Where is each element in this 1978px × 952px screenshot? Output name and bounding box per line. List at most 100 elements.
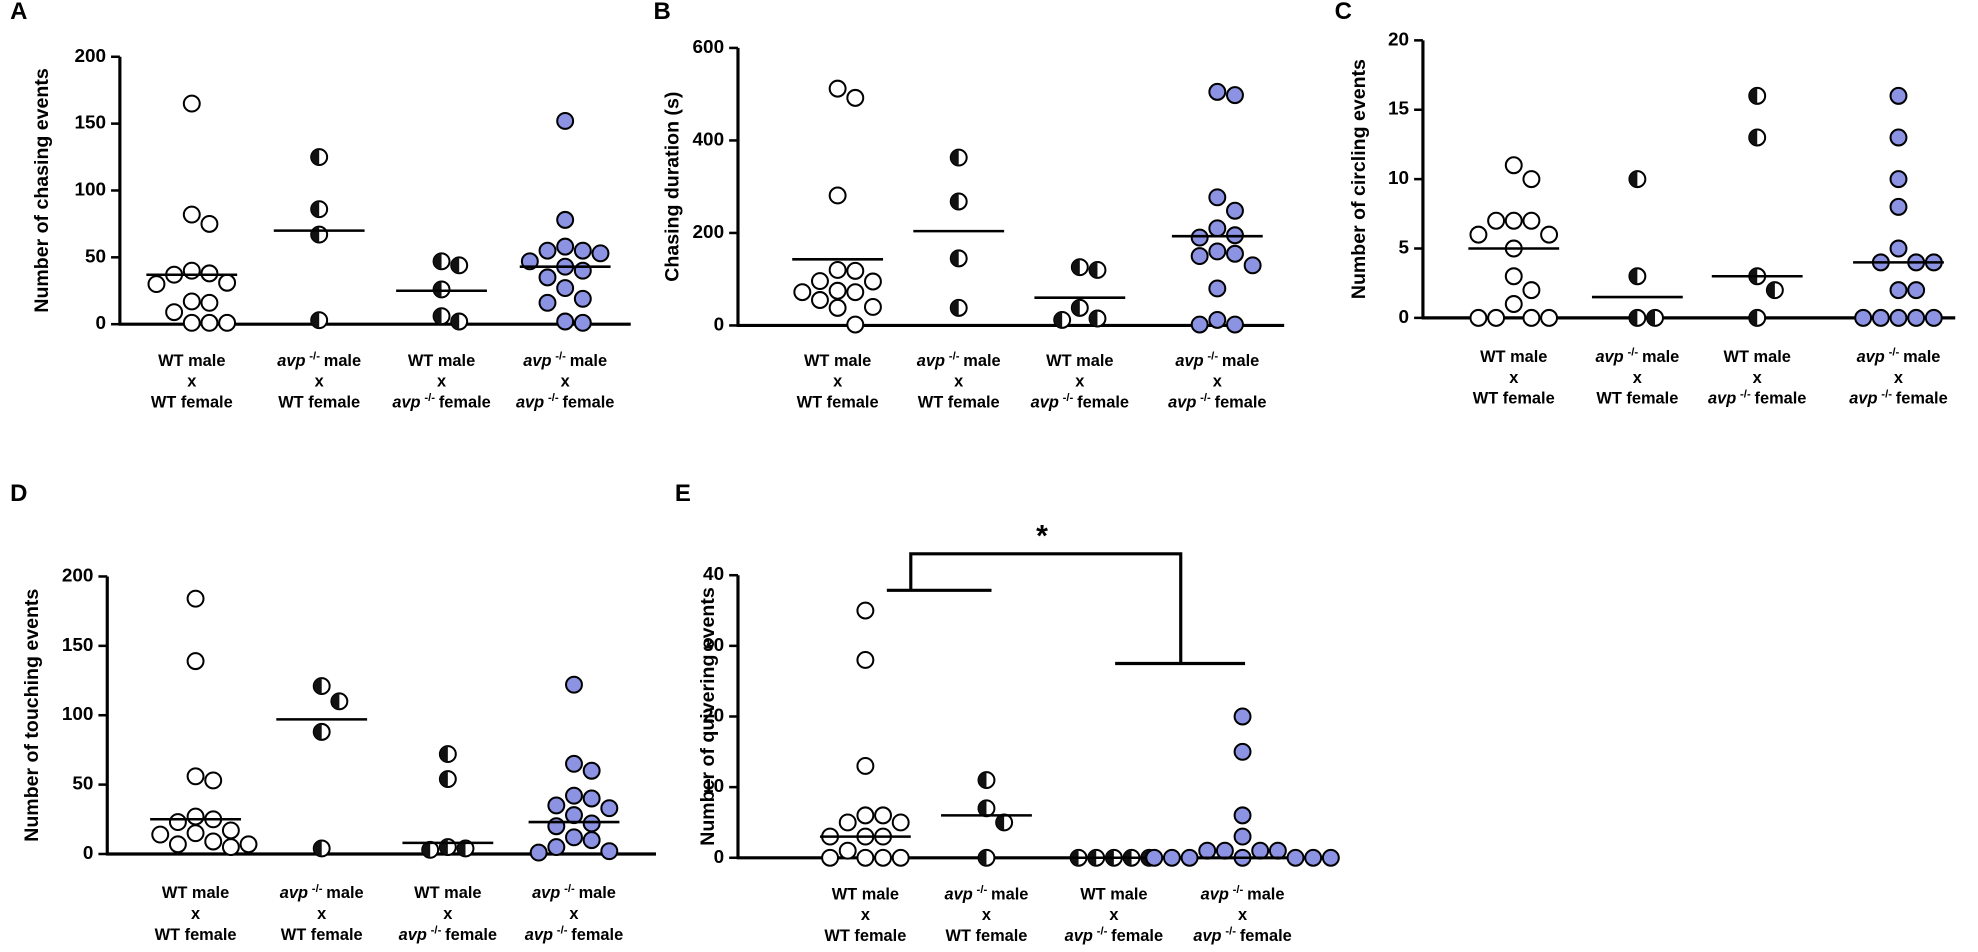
point-half: [439, 746, 448, 763]
point-circle: [538, 293, 557, 312]
data-point: [565, 675, 583, 694]
y-tick-label: 0: [1399, 307, 1410, 328]
data-point: [1522, 281, 1541, 300]
y-axis-label: Number of quivering events: [697, 587, 719, 846]
x-tick-label: avp -/- female: [1708, 388, 1806, 407]
y-tick-label: 15: [1388, 99, 1409, 120]
point-circle: [1226, 244, 1244, 263]
x-tick-label: avp -/- male: [945, 884, 1029, 903]
x-tick-label: avp -/- male: [1175, 351, 1259, 370]
point-circle: [1208, 279, 1227, 298]
point-half: [950, 193, 959, 210]
point-circle: [891, 848, 910, 867]
data-point: [565, 828, 583, 847]
data-point: [1540, 308, 1559, 327]
point-circle: [874, 806, 892, 825]
data-point: [312, 677, 331, 696]
y-tick-label: 150: [62, 635, 94, 656]
point-circle: [200, 214, 219, 233]
point-circle: [1889, 239, 1908, 258]
data-point: [1286, 848, 1305, 867]
point-circle: [600, 842, 619, 861]
superscript: -/-: [1097, 926, 1108, 938]
genotype: avp: [516, 393, 544, 411]
data-point: [529, 843, 548, 862]
point-circle: [591, 244, 610, 263]
point-half: [1629, 171, 1638, 188]
x-tick-label: x: [569, 905, 578, 923]
data-point: [182, 205, 201, 224]
point-half: [996, 814, 1005, 831]
point-circle: [863, 272, 882, 291]
x-tick-label: x: [1753, 369, 1762, 387]
data-point: [874, 806, 892, 825]
x-tick-label: x: [317, 905, 326, 923]
point-circle: [828, 186, 847, 205]
point-circle: [582, 831, 601, 850]
point-circle: [1208, 310, 1227, 329]
data-point: [538, 268, 557, 287]
significance-bracket: [886, 552, 1246, 666]
x-tick-label: WT male: [1080, 885, 1147, 903]
point-circle: [538, 268, 557, 287]
point-circle: [793, 283, 812, 302]
data-point: [1889, 239, 1908, 258]
panel-letter: C: [1335, 0, 1352, 25]
x-tick-label: avp -/- female: [1065, 926, 1163, 945]
point-half: [433, 308, 442, 325]
x-tick-label: WT male: [158, 352, 225, 370]
data-point: [221, 821, 240, 840]
x-tick-label: avp -/- male: [277, 351, 361, 370]
point-circle: [239, 835, 258, 854]
superscript: -/-: [431, 924, 442, 936]
label-text: female: [439, 393, 491, 411]
data-point: [1208, 310, 1227, 329]
point-circle: [1469, 308, 1488, 327]
point-circle: [874, 848, 892, 867]
data-point: [828, 260, 847, 279]
x-tick-label: WT male: [414, 884, 481, 902]
data-point: [1854, 308, 1873, 327]
y-tick-label: 0: [95, 313, 106, 334]
point-circle: [891, 813, 910, 832]
x-tick-label: avp -/- male: [1857, 347, 1941, 366]
point-half: [433, 281, 442, 298]
data-point: [1208, 279, 1227, 298]
point-circle: [1215, 841, 1234, 860]
data-point: [1889, 128, 1908, 147]
point-circle: [1208, 242, 1227, 261]
data-point: [186, 652, 205, 671]
point-circle: [1145, 848, 1164, 867]
data-point: [186, 807, 205, 826]
data-point: [1243, 256, 1262, 275]
data-point: [421, 840, 440, 859]
data-point: [1871, 308, 1890, 327]
data-point: [432, 252, 451, 271]
point-circle: [856, 601, 875, 620]
point-circle: [1208, 82, 1227, 101]
point-circle: [846, 315, 865, 334]
data-point: [1628, 170, 1647, 189]
point-circle: [151, 825, 170, 844]
x-tick-label: avp -/- male: [917, 351, 1001, 370]
y-tick-label: 150: [74, 113, 106, 134]
label-text: female: [1755, 390, 1807, 408]
point-circle: [218, 273, 237, 292]
data-point: [863, 297, 882, 316]
point-half: [1629, 268, 1638, 285]
data-point: [1190, 247, 1209, 266]
x-tick-label: avp -/- female: [392, 392, 490, 411]
data-point: [600, 799, 619, 818]
label-text: male: [991, 885, 1028, 903]
x-tick-label: WT female: [278, 393, 360, 411]
data-point: [450, 256, 469, 275]
point-circle: [856, 848, 875, 867]
genotype: avp: [399, 926, 427, 944]
data-point: [432, 280, 451, 299]
x-tick-label: x: [315, 373, 324, 391]
x-tick-label: WT female: [1473, 390, 1555, 408]
genotype: avp: [532, 884, 560, 902]
x-tick-label: x: [1894, 369, 1903, 387]
data-point: [310, 225, 329, 244]
